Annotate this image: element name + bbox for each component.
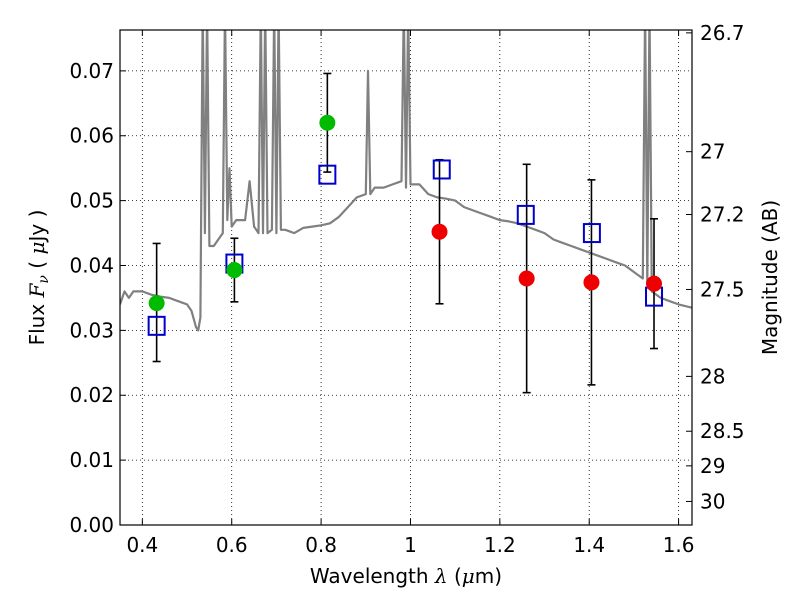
x-tick-label: 0.4 <box>126 533 158 557</box>
detection-point-green <box>148 295 165 312</box>
y-tick-label: 0.02 <box>69 383 114 407</box>
y-axis: 0.00 0.01 0.02 0.03 0.04 0.05 0.06 0.07 <box>69 59 126 537</box>
y-tick-label: 0.00 <box>69 513 114 537</box>
model-photometry-square <box>582 223 601 244</box>
y2-tick-label: 26.7 <box>700 21 745 45</box>
y2-tick-label: 29 <box>700 454 725 478</box>
x-tick-label: 0.8 <box>305 533 337 557</box>
x-tick-label: 0.6 <box>216 533 248 557</box>
model-photometry-square <box>432 159 451 180</box>
y2-tick-label: 27.5 <box>700 277 745 301</box>
x-tick-label: 1.2 <box>484 533 516 557</box>
y2-tick-label: 27 <box>700 140 725 164</box>
detection-point-red <box>583 274 600 291</box>
y2-tick-label: 28 <box>700 364 725 388</box>
detection-point-green <box>226 262 243 279</box>
y-tick-label: 0.06 <box>69 124 114 148</box>
y2-axis-label: Magnitude (AB) <box>758 200 782 355</box>
x-tick-label: 1 <box>404 533 417 557</box>
x-axis: 0.4 0.6 0.8 1 1.2 1.4 1.6 <box>126 30 695 557</box>
y2-axis: 26.7 27 27.2 27.5 28 28.5 29 30 <box>686 21 745 513</box>
detection-point-red <box>646 275 663 292</box>
points-layer <box>147 114 664 336</box>
model-layer <box>120 30 692 332</box>
y-tick-label: 0.03 <box>69 318 114 342</box>
y2-tick-label: 30 <box>700 489 725 513</box>
model-photometry-square <box>318 164 337 185</box>
y-axis-label: Flux Fν ( μJy ) <box>25 210 52 346</box>
y-tick-label: 0.04 <box>69 253 114 277</box>
y2-tick-label: 28.5 <box>700 419 745 443</box>
model-photometry-square <box>147 315 166 336</box>
x-tick-label: 1.6 <box>663 533 695 557</box>
x-tick-label: 1.4 <box>573 533 605 557</box>
y2-tick-label: 27.2 <box>700 202 745 226</box>
y-tick-label: 0.07 <box>69 59 114 83</box>
model-sed-line <box>120 30 692 332</box>
y-tick-label: 0.01 <box>69 448 114 472</box>
y-tick-label: 0.05 <box>69 189 114 213</box>
x-axis-label: Wavelength λ (μm) <box>310 564 502 588</box>
detection-point-red <box>518 270 535 287</box>
detection-point-red <box>431 223 448 240</box>
plot-area <box>120 30 692 394</box>
detection-point-green <box>319 114 336 131</box>
plot-frame <box>119 29 693 526</box>
model-photometry-square <box>516 204 535 225</box>
